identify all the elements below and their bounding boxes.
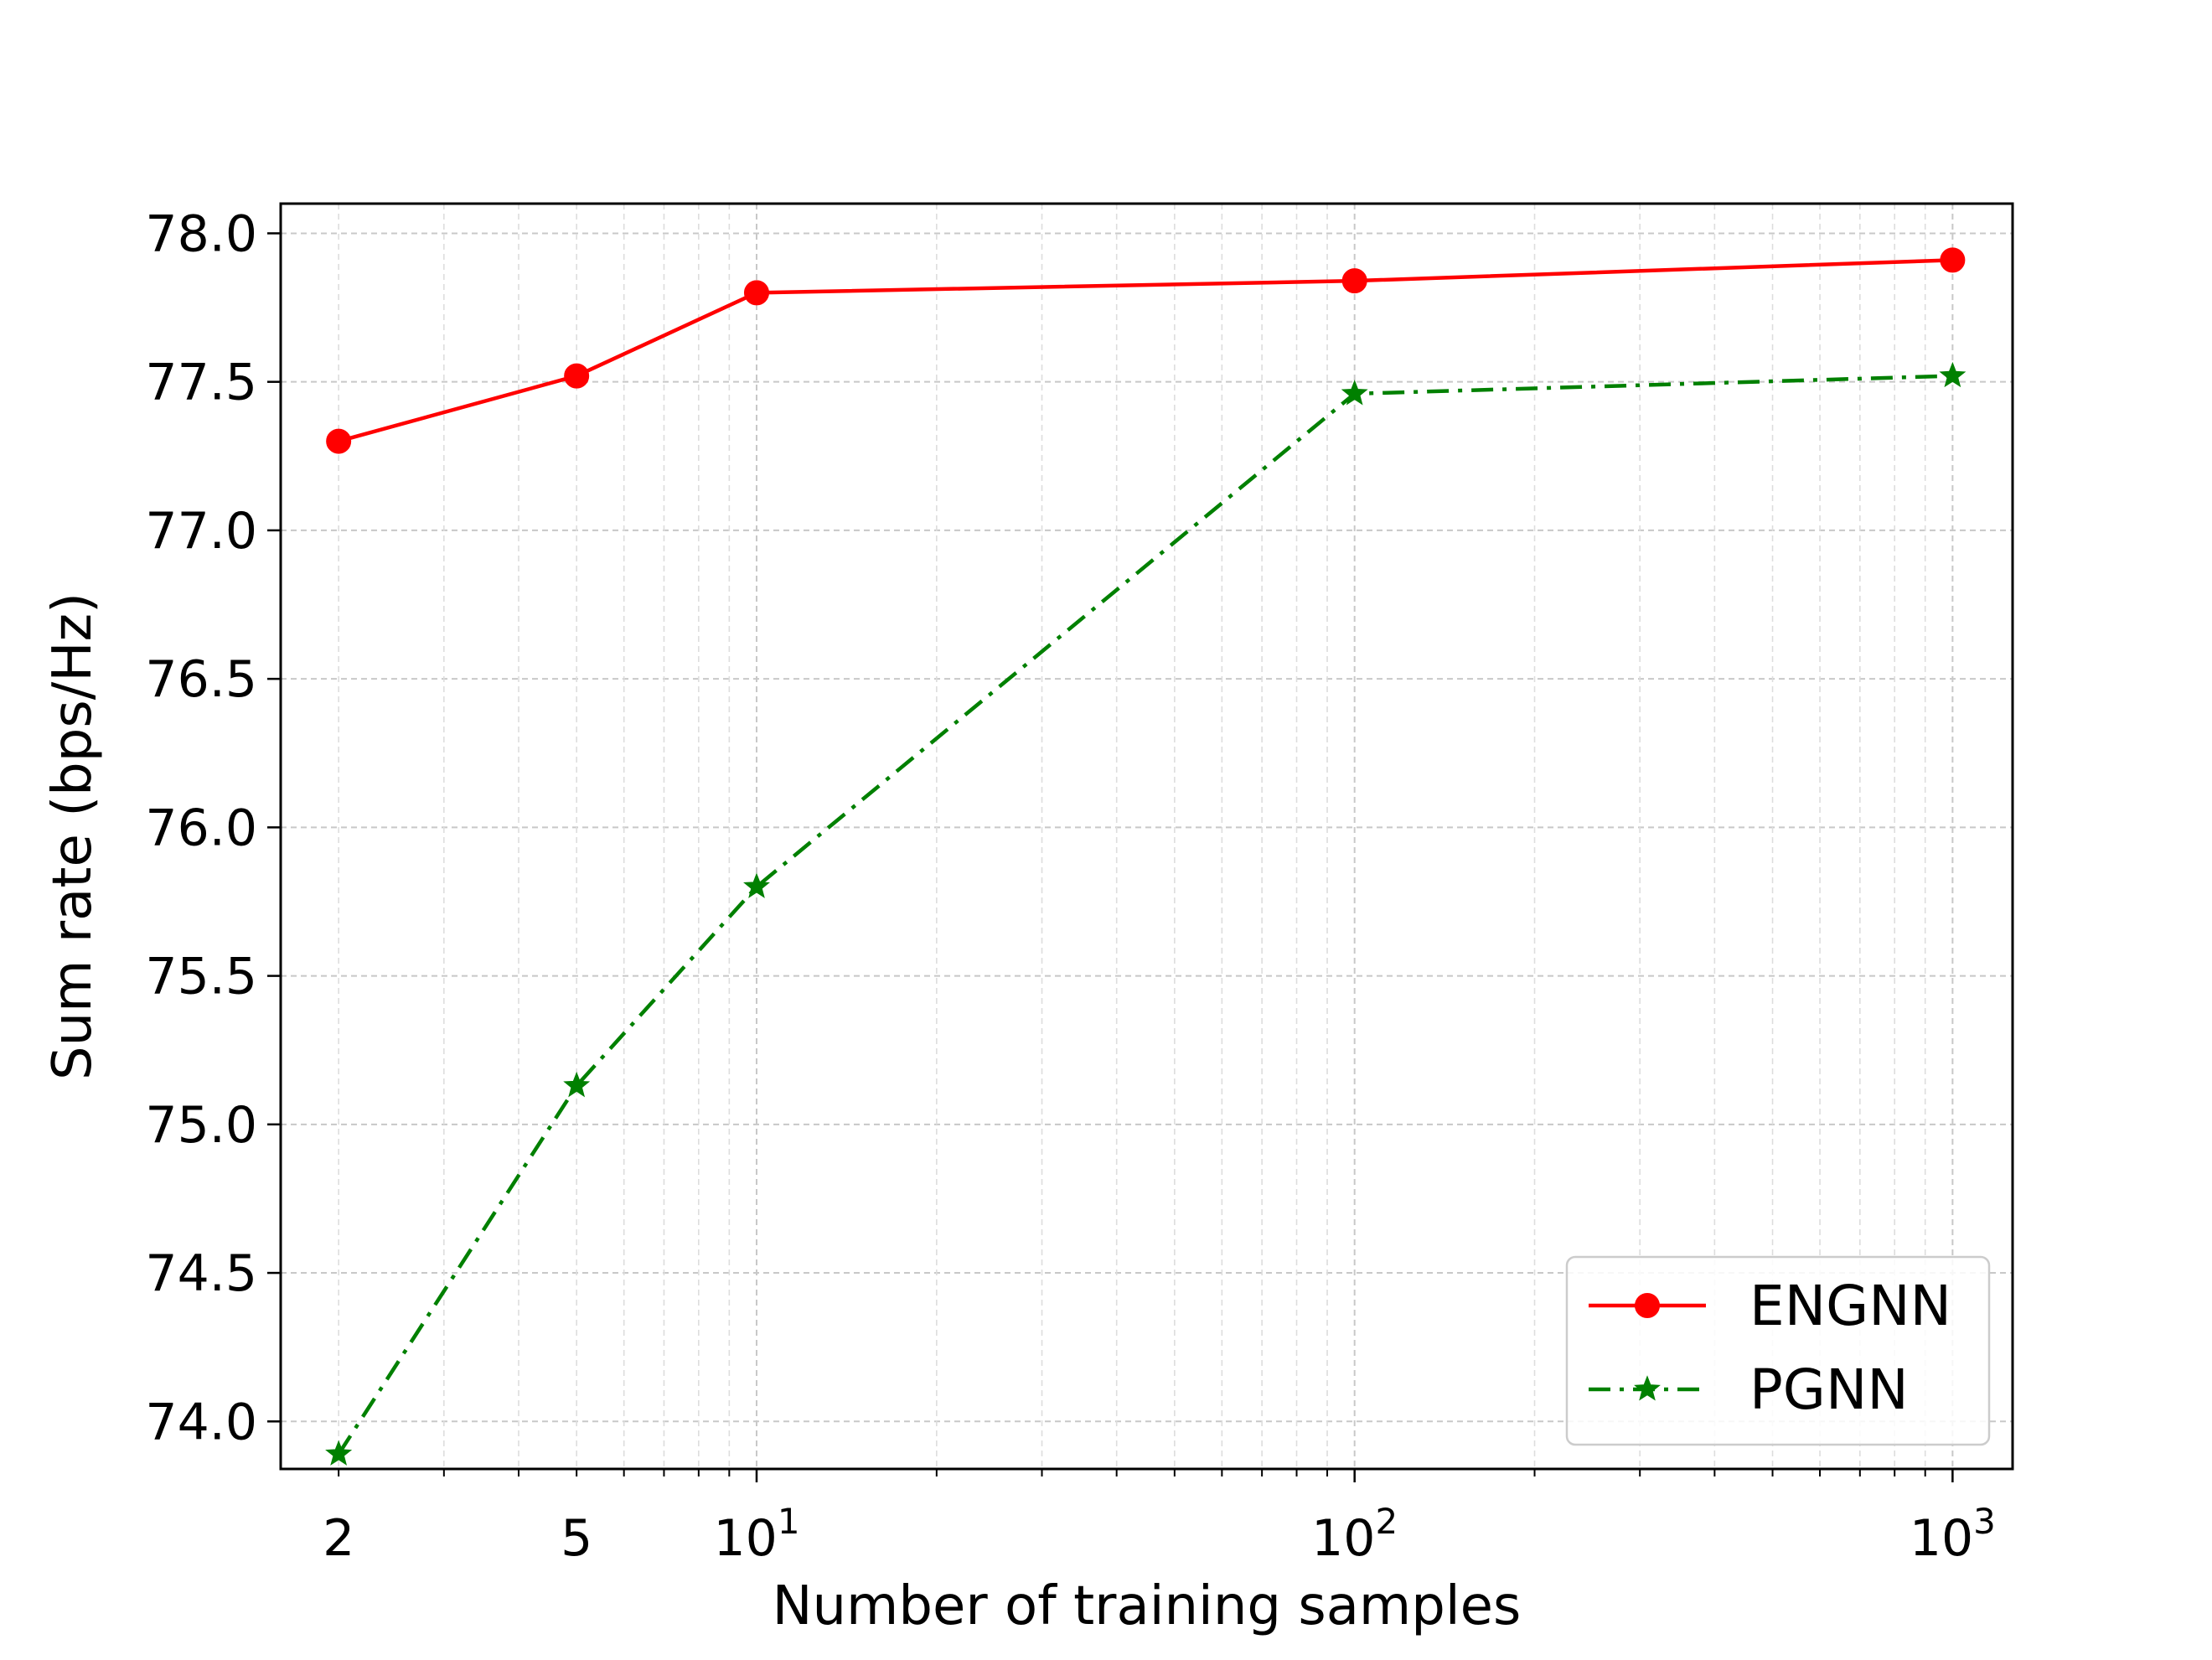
series-line-engnn <box>338 258 1953 443</box>
data-point-engnn <box>564 363 590 389</box>
x-tick-label-base: 10 <box>713 1509 777 1568</box>
y-axis-label: Sum rate (bps/Hz) <box>42 592 104 1080</box>
x-tick-label: 5 <box>561 1509 592 1568</box>
data-point-engnn <box>1341 268 1367 294</box>
y-tick-label: 74.0 <box>145 1393 257 1451</box>
plot-frame <box>279 202 2014 1471</box>
y-tick-label: 75.0 <box>145 1096 257 1155</box>
data-point-pgnn <box>1939 361 1967 388</box>
x-tick-label-base: 5 <box>561 1509 592 1568</box>
x-tick-label-base: 2 <box>323 1509 354 1568</box>
y-tick-label: 76.5 <box>145 650 257 709</box>
data-point-engnn <box>326 428 352 454</box>
x-tick-label: 103 <box>1910 1501 1996 1568</box>
legend: ENGNN PGNN <box>1565 1255 1991 1446</box>
y-tick-label: 77.5 <box>145 354 257 412</box>
x-tick-label-exponent: 2 <box>1375 1501 1398 1542</box>
legend-marker-engnn <box>1635 1293 1660 1318</box>
data-point-pgnn <box>563 1071 591 1098</box>
x-tick-label-base: 10 <box>1311 1509 1375 1568</box>
series-layer <box>325 247 1967 1466</box>
x-tick-label: 101 <box>713 1501 799 1568</box>
x-tick-label-exponent: 1 <box>778 1501 800 1542</box>
data-point-pgnn <box>1341 380 1368 406</box>
x-tick-label-exponent: 3 <box>1973 1501 1996 1542</box>
x-tick-label: 102 <box>1311 1501 1398 1568</box>
y-tick-label: 76.0 <box>145 799 257 857</box>
y-tick-label: 78.0 <box>145 204 257 263</box>
x-tick-label-base: 10 <box>1910 1509 1973 1568</box>
legend-label: ENGNN <box>1749 1274 1951 1338</box>
data-point-pgnn <box>743 872 770 898</box>
legend-marker-pgnn <box>1634 1375 1661 1401</box>
data-point-pgnn <box>325 1440 353 1466</box>
data-point-engnn <box>744 280 770 306</box>
y-tick-label: 74.5 <box>145 1244 257 1303</box>
y-tick-label: 75.5 <box>145 948 257 1006</box>
x-tick-label: 2 <box>323 1509 354 1568</box>
legend-label: PGNN <box>1749 1357 1909 1422</box>
data-point-engnn <box>1940 247 1966 273</box>
x-axis-label: Number of training samples <box>773 1575 1522 1637</box>
axes: 74.0 74.5 75.0 75.5 76.0 76.5 77.0 77.5 78.0 2 5 10… <box>145 202 2014 1568</box>
y-tick-label: 77.0 <box>145 502 257 561</box>
